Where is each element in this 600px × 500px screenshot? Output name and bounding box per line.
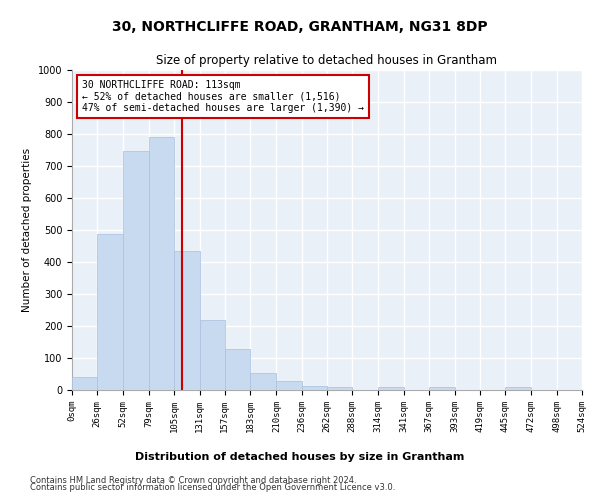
Bar xyxy=(277,382,302,390)
Bar xyxy=(302,386,327,390)
Bar xyxy=(199,320,225,390)
Bar xyxy=(72,376,97,390)
Bar xyxy=(225,350,250,390)
Bar xyxy=(250,374,277,390)
Y-axis label: Number of detached properties: Number of detached properties xyxy=(22,148,32,312)
Text: 30 NORTHCLIFFE ROAD: 113sqm
← 52% of detached houses are smaller (1,516)
47% of : 30 NORTHCLIFFE ROAD: 113sqm ← 52% of det… xyxy=(82,80,364,113)
Text: Contains public sector information licensed under the Open Government Licence v3: Contains public sector information licen… xyxy=(30,484,395,492)
Text: 30, NORTHCLIFFE ROAD, GRANTHAM, NG31 8DP: 30, NORTHCLIFFE ROAD, GRANTHAM, NG31 8DP xyxy=(112,20,488,34)
Bar xyxy=(429,388,455,390)
Bar xyxy=(327,387,352,390)
Bar xyxy=(97,234,122,390)
Bar xyxy=(122,150,149,390)
Bar xyxy=(149,136,174,390)
Title: Size of property relative to detached houses in Grantham: Size of property relative to detached ho… xyxy=(157,54,497,68)
Bar xyxy=(505,388,532,390)
Bar xyxy=(174,251,200,390)
Text: Distribution of detached houses by size in Grantham: Distribution of detached houses by size … xyxy=(136,452,464,462)
Text: Contains HM Land Registry data © Crown copyright and database right 2024.: Contains HM Land Registry data © Crown c… xyxy=(30,476,356,485)
Bar xyxy=(377,388,404,390)
